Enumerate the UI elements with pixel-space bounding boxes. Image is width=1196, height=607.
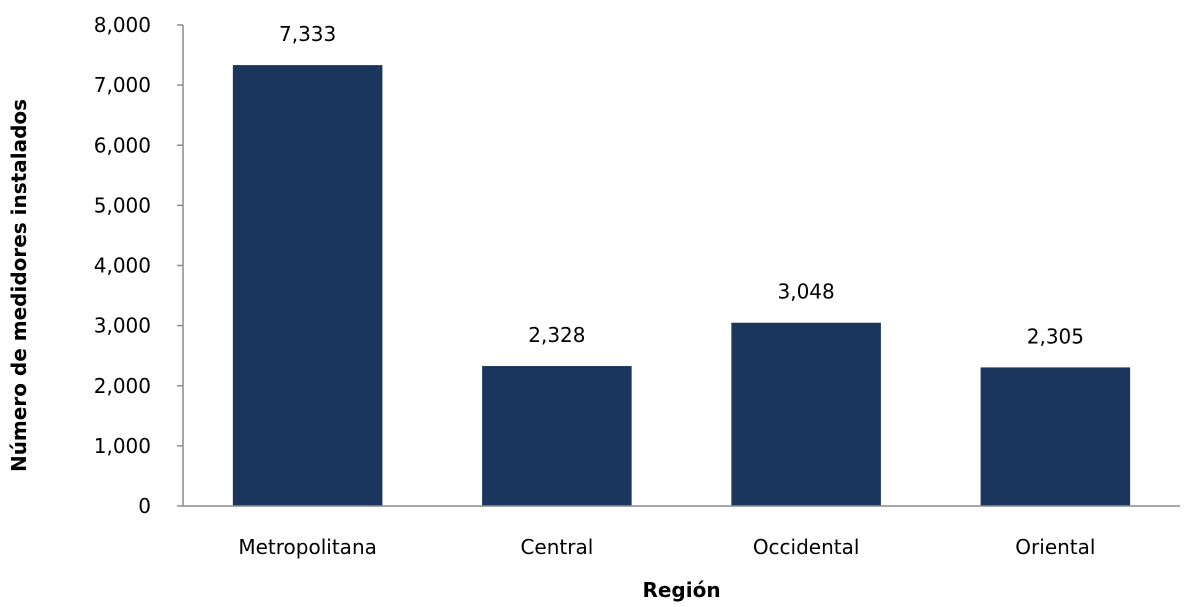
x-tick-label-oriental: Oriental <box>1015 535 1095 559</box>
bar-occidental <box>731 322 881 506</box>
bar-central <box>482 366 632 506</box>
y-tick-label: 7,000 <box>94 73 151 97</box>
y-tick-label: 3,000 <box>94 314 151 338</box>
x-tick-label-occidental: Occidental <box>753 535 860 559</box>
data-label-oriental: 2,305 <box>1027 324 1084 348</box>
data-label-metropolitana: 7,333 <box>279 22 336 46</box>
y-tick-label: 5,000 <box>94 193 151 217</box>
x-tick-label-central: Central <box>520 535 593 559</box>
y-axis: 0 1,000 2,000 3,000 4,000 5,000 6,000 7,000 8,00… <box>94 13 184 518</box>
data-label-occidental: 3,048 <box>777 280 834 304</box>
y-tick-label: 8,000 <box>94 13 151 37</box>
y-tick-label: 0 <box>138 494 151 518</box>
y-tick-label: 2,000 <box>94 374 151 398</box>
data-labels: 7,333 2,328 3,048 2,305 <box>279 22 1084 348</box>
x-tick-label-metropolitana: Metropolitana <box>238 535 377 559</box>
x-axis-title: Región <box>642 578 720 602</box>
bar-oriental <box>980 367 1131 506</box>
bars <box>232 65 1131 506</box>
data-label-central: 2,328 <box>528 323 585 347</box>
bar-metropolitana <box>232 65 383 506</box>
x-axis: Metropolitana Central Occidental Oriental <box>183 505 1180 559</box>
y-tick-label: 1,000 <box>94 434 151 458</box>
y-axis-title: Número de medidores instalados <box>7 99 31 472</box>
y-tick-label: 6,000 <box>94 133 151 157</box>
y-tick-label: 4,000 <box>94 254 151 278</box>
